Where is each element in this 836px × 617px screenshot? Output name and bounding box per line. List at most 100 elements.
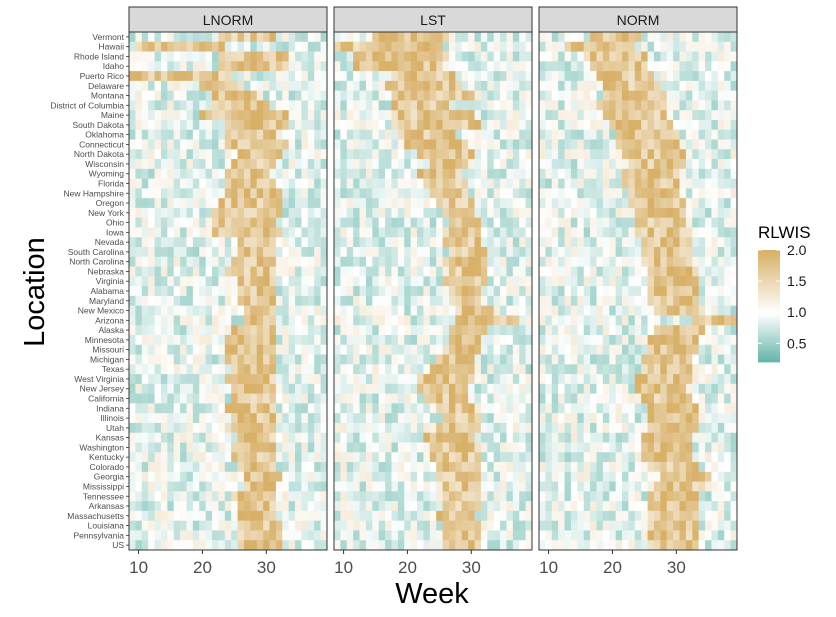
heatmap-cell: [692, 178, 699, 189]
heatmap-cell: [461, 442, 469, 453]
heatmap-cell: [474, 520, 482, 531]
heatmap-cell: [320, 530, 328, 541]
heatmap-cell: [724, 198, 731, 209]
heatmap-cell: [372, 315, 380, 326]
heatmap-cell: [256, 354, 264, 365]
heatmap-cell: [243, 247, 251, 258]
heatmap-cell: [263, 325, 270, 336]
heatmap-cell: [602, 129, 610, 140]
heatmap-cell: [634, 295, 642, 306]
heatmap-cell: [461, 481, 469, 492]
heatmap-cell: [558, 227, 565, 238]
heatmap-cell: [577, 374, 585, 385]
heatmap-cell: [173, 159, 181, 170]
heatmap-cell: [340, 374, 348, 385]
heatmap-cell: [301, 266, 309, 277]
heatmap-cell: [641, 383, 648, 394]
heatmap-cell: [180, 207, 187, 218]
heatmap-cell: [653, 256, 661, 267]
heatmap-cell: [256, 110, 264, 121]
heatmap-cell: [218, 266, 226, 277]
heatmap-cell: [250, 295, 258, 306]
heatmap-cell: [148, 471, 155, 482]
heatmap-cell: [288, 188, 296, 199]
heatmap-cell: [423, 90, 431, 101]
heatmap-cell: [480, 295, 488, 306]
heatmap-cell: [340, 227, 348, 238]
heatmap-cell: [487, 334, 494, 346]
heatmap-cell: [167, 315, 175, 326]
heatmap-cell: [275, 501, 283, 512]
heatmap-cell: [275, 530, 283, 541]
heatmap-cell: [167, 442, 175, 453]
heatmap-cell: [705, 71, 712, 82]
heatmap-cell: [551, 188, 559, 199]
heatmap-cell: [711, 129, 719, 140]
heatmap-cell: [711, 32, 719, 43]
heatmap-cell: [423, 227, 431, 238]
heatmap-cell: [717, 462, 725, 473]
heatmap-cell: [628, 51, 636, 62]
heatmap-cell: [365, 276, 373, 287]
heatmap-cell: [685, 364, 693, 375]
heatmap-cell: [237, 413, 245, 424]
heatmap-cell: [154, 315, 162, 326]
heatmap-cell: [199, 178, 206, 189]
heatmap-cell: [256, 452, 264, 463]
heatmap-cell: [186, 129, 194, 140]
heatmap-cell: [570, 413, 578, 424]
heatmap-cell: [647, 276, 655, 287]
heatmap-cell: [359, 442, 367, 453]
heatmap-cell: [429, 71, 437, 82]
heatmap-cell: [346, 51, 354, 62]
heatmap-cell: [519, 325, 526, 336]
heatmap-cell: [615, 442, 623, 453]
heatmap-cell: [263, 364, 270, 375]
heatmap-cell: [173, 247, 181, 258]
heatmap-cell: [275, 266, 283, 277]
heatmap-cell: [141, 100, 149, 111]
heatmap-cell: [724, 334, 731, 346]
heatmap-cell: [609, 178, 616, 189]
heatmap-cell: [577, 325, 585, 336]
heatmap-cell: [506, 491, 514, 502]
heatmap-cell: [135, 354, 143, 365]
heatmap-cell: [660, 256, 668, 267]
heatmap-cell: [340, 344, 348, 355]
heatmap-cell: [180, 462, 187, 473]
heatmap-cell: [622, 256, 629, 267]
heatmap-cell: [243, 530, 251, 541]
heatmap-cell: [468, 159, 475, 170]
heatmap-cell: [417, 403, 424, 414]
heatmap-cell: [218, 432, 226, 443]
heatmap-cell: [154, 520, 162, 531]
heatmap-cell: [698, 383, 706, 394]
heatmap-cell: [180, 354, 187, 365]
heatmap-cell: [698, 374, 706, 385]
heatmap-cell: [551, 247, 559, 258]
heatmap-cell: [596, 276, 604, 287]
heatmap-cell: [359, 256, 367, 267]
heatmap-cell: [397, 354, 405, 365]
heatmap-cell: [410, 61, 418, 72]
heatmap-cell: [301, 168, 309, 179]
heatmap-cell: [173, 344, 181, 355]
heatmap-cell: [334, 159, 341, 170]
heatmap-cell: [512, 315, 520, 326]
heatmap-cell: [474, 442, 482, 453]
heatmap-cell: [334, 510, 341, 521]
heatmap-cell: [711, 481, 719, 492]
heatmap-cell: [512, 432, 520, 443]
heatmap-cell: [506, 305, 514, 316]
heatmap-cell: [346, 159, 354, 170]
heatmap-cell: [429, 501, 437, 512]
heatmap-cell: [346, 247, 354, 258]
heatmap-cell: [545, 501, 553, 512]
heatmap-cell: [250, 354, 258, 365]
heatmap-cell: [160, 432, 168, 443]
heatmap-cell: [628, 110, 636, 121]
heatmap-cell: [622, 286, 629, 297]
heatmap-cell: [307, 540, 315, 551]
heatmap-cell: [570, 110, 578, 121]
heatmap-cell: [269, 540, 277, 551]
